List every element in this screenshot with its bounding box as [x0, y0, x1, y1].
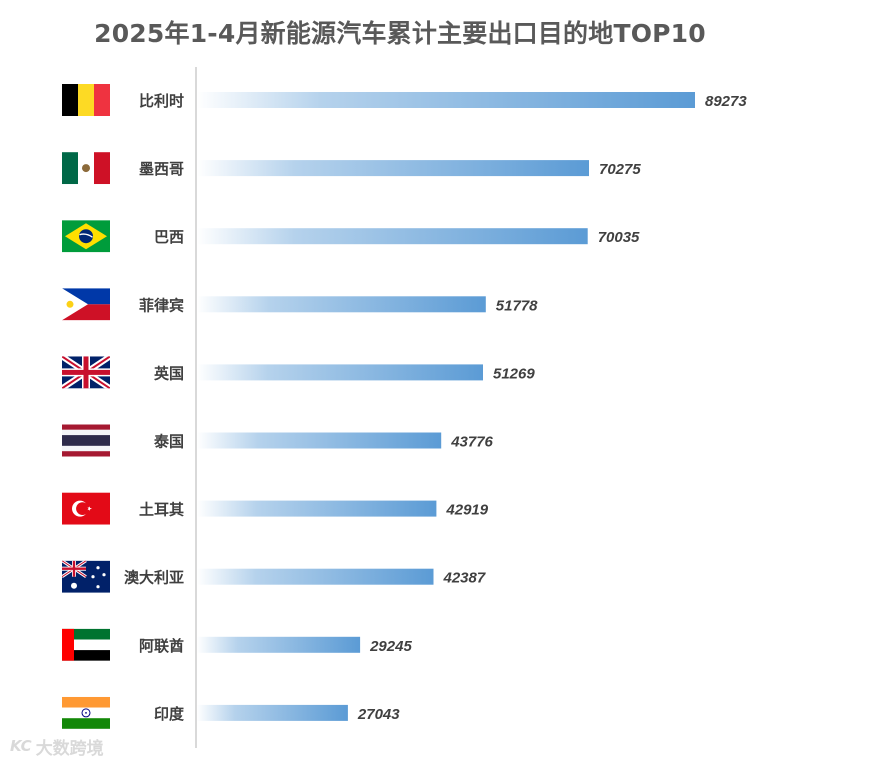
bar	[197, 160, 589, 177]
category-label: 墨西哥	[139, 160, 184, 178]
union-canton	[62, 560, 87, 578]
star	[96, 566, 100, 570]
uk-flag	[62, 356, 110, 389]
flag-stripe	[62, 445, 110, 452]
emblem	[82, 164, 90, 173]
category-label: 泰国	[153, 433, 184, 451]
bar	[197, 228, 588, 245]
value-label: 51269	[493, 365, 535, 382]
flag-stripe	[62, 639, 110, 651]
category-label: 巴西	[154, 228, 184, 246]
crescent-cut	[76, 502, 89, 515]
star	[91, 575, 95, 579]
belgium-flag	[62, 84, 110, 116]
watermark-text: 大数跨境	[35, 738, 104, 759]
value-label: 29245	[369, 638, 412, 655]
flag-stripe	[62, 628, 110, 640]
category-label: 澳大利亚	[124, 569, 184, 587]
category-label: 比利时	[139, 92, 184, 110]
mexico-flag	[62, 152, 110, 185]
bar	[197, 296, 486, 313]
category-label: 印度	[154, 705, 185, 723]
cross-red	[62, 369, 110, 375]
value-label: 42387	[443, 570, 486, 587]
flag-stripe	[94, 152, 110, 185]
flag-stripe	[62, 696, 110, 708]
value-label: 89273	[705, 93, 747, 110]
star	[87, 506, 92, 511]
flag-stripe	[62, 718, 110, 729]
bar	[197, 432, 442, 449]
uae-flag	[62, 628, 110, 661]
band	[79, 233, 93, 238]
watermark: KC 大数跨境	[10, 733, 104, 759]
flag-stripe	[62, 650, 110, 661]
bar	[197, 568, 434, 585]
flag-stripe	[62, 152, 78, 185]
star	[71, 582, 77, 589]
value-label: 70035	[598, 229, 640, 246]
value-label: 42919	[445, 502, 488, 519]
sun	[66, 300, 74, 308]
australia-flag	[62, 560, 110, 593]
category-label: 阿联酋	[139, 637, 184, 655]
thailand-flag	[62, 424, 110, 457]
bar	[197, 636, 361, 653]
flag-stripe	[62, 424, 110, 430]
triangle	[62, 288, 88, 321]
chart-title: 2025年1-4月新能源汽车累计主要出口目的地TOP10	[94, 19, 706, 48]
philippines-flag	[62, 288, 110, 321]
flag-stripe	[78, 84, 94, 116]
watermark-logo: KC	[10, 737, 32, 755]
flag-stripe	[62, 84, 78, 116]
cross-red	[62, 567, 86, 570]
star	[102, 573, 106, 577]
value-label: 51778	[496, 297, 538, 314]
flag-stripe	[62, 628, 74, 661]
category-label: 英国	[154, 364, 184, 382]
value-label: 27043	[357, 706, 400, 723]
value-label: 43776	[450, 434, 493, 451]
bar	[197, 704, 348, 721]
globe	[79, 229, 93, 244]
turkey-flag	[62, 492, 110, 525]
star	[96, 585, 100, 589]
bar	[197, 364, 483, 381]
chakra-hub	[85, 712, 87, 714]
flag-stripe	[62, 451, 110, 457]
category-label: 菲律宾	[139, 296, 184, 314]
brazil-flag	[62, 220, 110, 253]
flag-stripe	[62, 435, 110, 446]
chakra	[81, 708, 91, 718]
india-flag	[62, 696, 110, 729]
flag-stripe	[94, 84, 110, 116]
category-label: 土耳其	[139, 501, 184, 519]
bar	[197, 500, 437, 517]
bar	[197, 92, 695, 108]
value-label: 70275	[599, 161, 641, 178]
flag-stripe	[62, 429, 110, 436]
